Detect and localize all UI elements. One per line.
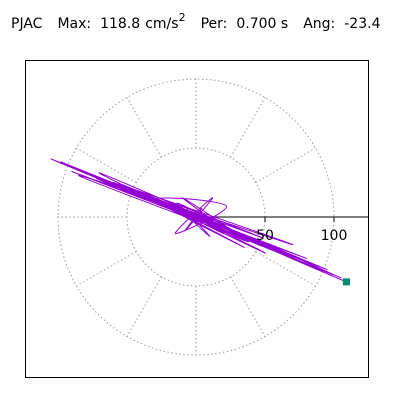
period-value: 0.700 s <box>236 16 289 32</box>
max-unit-exponent: 2 <box>178 11 186 24</box>
end-point-marker <box>342 278 350 286</box>
max-field: Max: 118.8 cm/s 2 <box>57 11 185 32</box>
max-value: 118.8 <box>100 16 141 32</box>
tick-label-50: 50 <box>256 228 274 244</box>
max-label: Max: <box>57 16 92 32</box>
end-point-marker-layer <box>342 278 350 286</box>
particle-motion-trace <box>50 158 347 283</box>
period-field: Per: 0.700 s <box>201 16 289 32</box>
grid-spoke-330 <box>255 251 316 287</box>
max-unit: cm/s <box>145 16 179 32</box>
grid-spoke-60 <box>230 97 266 158</box>
polar-plot: 50 100 <box>50 78 369 356</box>
trace-line <box>50 158 347 283</box>
angle-field: Ang: -23.4 <box>303 16 380 32</box>
grid-spoke-210 <box>76 251 137 287</box>
tick-label-100: 100 <box>321 228 348 244</box>
radial-axis <box>196 216 369 222</box>
grid-spoke-300 <box>230 276 266 337</box>
grid-spoke-240 <box>126 276 162 337</box>
angle-label: Ang: <box>303 16 336 32</box>
grid-spoke-120 <box>126 97 162 158</box>
tick-labels: 50 100 <box>256 228 347 244</box>
plot-header: PJAC Max: 118.8 cm/s 2 Per: 0.700 s Ang: … <box>11 11 380 38</box>
period-label: Per: <box>200 16 228 32</box>
angle-value: -23.4 <box>344 16 381 32</box>
station-label: PJAC <box>11 16 43 32</box>
grid-spoke-30 <box>255 147 316 183</box>
